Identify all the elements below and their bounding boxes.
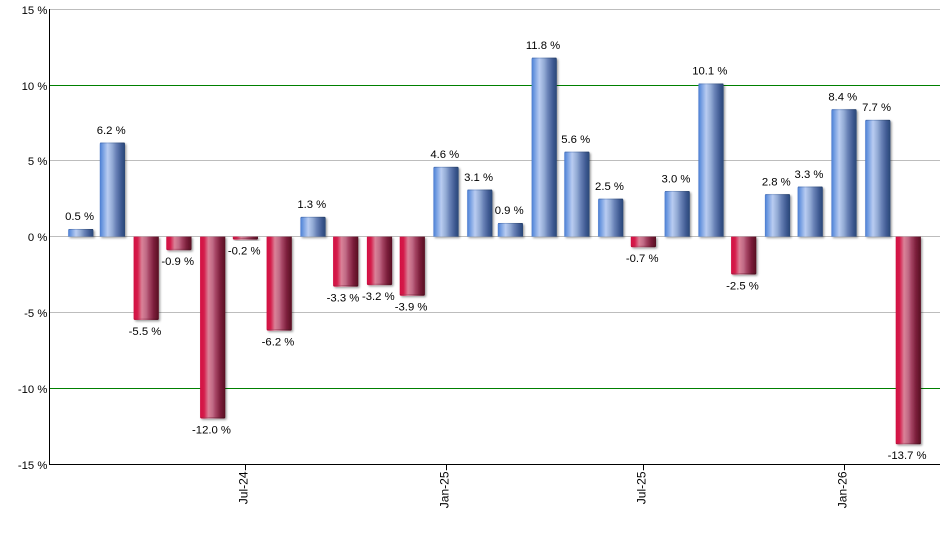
svg-text:8.4 %: 8.4 % — [828, 92, 857, 104]
svg-text:0 %: 0 % — [28, 232, 47, 244]
svg-text:10 %: 10 % — [22, 81, 48, 93]
svg-text:-5 %: -5 % — [24, 308, 47, 320]
svg-text:-10 %: -10 % — [18, 384, 48, 396]
svg-text:1.3 %: 1.3 % — [297, 199, 326, 211]
svg-text:10.1 %: 10.1 % — [692, 66, 727, 78]
svg-text:-3.2 %: -3.2 % — [362, 291, 395, 303]
svg-text:5.6 %: 5.6 % — [561, 134, 590, 146]
svg-text:6.2 %: 6.2 % — [97, 125, 126, 137]
svg-text:3.3 %: 3.3 % — [795, 169, 824, 181]
svg-text:Jul-25: Jul-25 — [635, 471, 649, 504]
svg-text:-13.7 %: -13.7 % — [888, 450, 927, 462]
svg-text:11.8 %: 11.8 % — [526, 40, 560, 52]
svg-text:Jul-24: Jul-24 — [237, 471, 251, 504]
svg-text:0.9 %: 0.9 % — [495, 205, 524, 217]
svg-text:7.7 %: 7.7 % — [862, 102, 891, 114]
svg-text:-3.3 %: -3.3 % — [327, 293, 360, 305]
svg-text:5 %: 5 % — [28, 156, 47, 168]
svg-text:-0.7 %: -0.7 % — [626, 253, 659, 265]
svg-text:-15 %: -15 % — [18, 460, 48, 472]
svg-text:-5.5 %: -5.5 % — [129, 326, 162, 338]
svg-text:3.1 %: 3.1 % — [464, 172, 493, 184]
svg-text:-0.2 %: -0.2 % — [228, 246, 261, 258]
svg-text:-3.9 %: -3.9 % — [395, 302, 428, 314]
svg-text:2.8 %: 2.8 % — [762, 176, 791, 188]
svg-text:Jan-26: Jan-26 — [836, 471, 850, 508]
svg-text:4.6 %: 4.6 % — [430, 149, 459, 161]
svg-text:15 %: 15 % — [22, 5, 48, 17]
svg-text:0.5 %: 0.5 % — [65, 211, 94, 223]
svg-text:Jan-25: Jan-25 — [438, 471, 452, 508]
svg-text:-0.9 %: -0.9 % — [161, 256, 194, 268]
svg-text:-6.2 %: -6.2 % — [262, 337, 295, 349]
svg-text:2.5 %: 2.5 % — [595, 181, 624, 193]
svg-text:-12.0 %: -12.0 % — [192, 424, 231, 436]
svg-text:3.0 %: 3.0 % — [662, 173, 691, 185]
svg-text:-2.5 %: -2.5 % — [726, 280, 759, 292]
